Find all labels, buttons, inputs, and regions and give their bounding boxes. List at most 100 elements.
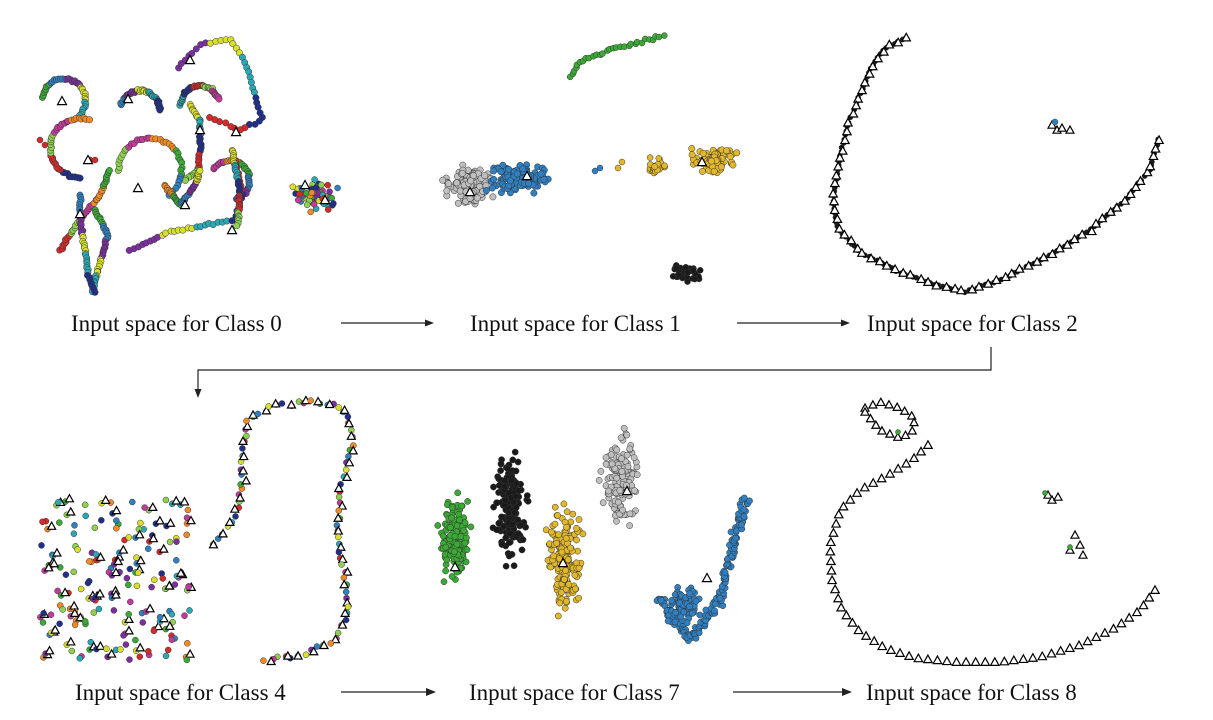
scatter-point: [311, 176, 318, 183]
prototype-triangle-marker: [123, 625, 134, 635]
prototype-triangle-marker: [1123, 612, 1135, 622]
scatter-point: [164, 646, 172, 654]
arrow-head: [426, 688, 436, 696]
scatter-point: [505, 165, 513, 173]
scatter-point: [618, 455, 625, 462]
scatter-point: [77, 585, 85, 593]
scatter-point: [555, 531, 562, 539]
prototype-triangle-marker: [828, 527, 839, 537]
scatter-point: [623, 451, 631, 459]
scatter-point: [460, 527, 468, 535]
scatter-point: [344, 413, 352, 421]
scatter-point: [655, 155, 663, 162]
scatter-point: [239, 445, 246, 452]
arrow-head: [425, 319, 434, 327]
caption-class-8: Input space for Class 8: [866, 680, 1077, 705]
scatter-point: [338, 561, 345, 568]
scatter-point: [729, 161, 737, 169]
scatter-point: [602, 454, 610, 461]
prototype-triangle-marker: [44, 645, 55, 655]
scatter-point: [553, 539, 560, 547]
scatter-point: [493, 526, 500, 534]
prototype-triangle-marker: [171, 495, 182, 505]
scatter-point: [572, 585, 579, 593]
prototype-triangle-marker: [922, 439, 934, 449]
scatter-point: [137, 519, 144, 527]
scatter-point: [668, 597, 675, 604]
scatter-point: [229, 40, 237, 48]
prototype-triangle-marker: [56, 95, 68, 106]
scatter-point: [558, 548, 566, 556]
scatter-point: [184, 640, 191, 647]
prototype-triangle-marker: [877, 640, 888, 651]
scatter-point: [243, 417, 250, 425]
scatter-point: [473, 194, 481, 202]
prototype-triangle-marker: [922, 653, 934, 664]
prototype-triangle-marker: [165, 517, 176, 527]
scatter-point: [597, 468, 605, 475]
scatter-point: [162, 496, 170, 504]
prototype-triangle-marker: [158, 543, 169, 553]
scatter-point: [490, 175, 498, 183]
prototype-triangle-marker: [185, 648, 196, 658]
scatter-point: [626, 510, 634, 518]
scatter-point: [70, 530, 78, 537]
scatter-point: [439, 532, 447, 540]
scatter-point: [614, 498, 622, 506]
scatter-point: [613, 474, 621, 482]
prototype-triangle-marker: [825, 555, 837, 566]
scatter-point: [633, 471, 641, 479]
scatter-point: [684, 269, 692, 276]
scatter-point: [186, 607, 193, 614]
prototype-triangle-marker: [859, 482, 870, 492]
scatter-point: [506, 529, 514, 537]
scatter-point: [342, 588, 350, 596]
prototype-triangle-marker: [74, 208, 86, 219]
prototype-triangle-marker: [1099, 627, 1111, 637]
scatter-point: [575, 564, 583, 572]
scatter-point: [623, 431, 631, 439]
scatter-point: [445, 180, 452, 188]
scatter-point: [85, 577, 93, 585]
scatter-point: [530, 189, 538, 197]
scatter-point: [74, 546, 81, 553]
prototype-triangle-marker: [826, 574, 838, 585]
scatter-point: [334, 184, 341, 192]
scatter-point: [489, 193, 497, 201]
prototype-triangle-marker: [1027, 652, 1039, 662]
scatter-point: [571, 571, 579, 579]
prototype-triangle-marker: [95, 640, 106, 650]
prototype-triangle-marker: [1064, 642, 1076, 653]
scatter-point: [443, 556, 451, 564]
scatter-point: [523, 492, 531, 499]
prototype-triangle-marker: [1073, 639, 1085, 650]
scatter-point: [233, 222, 241, 230]
scatter-point: [150, 627, 158, 635]
scatter-point: [71, 621, 79, 629]
prototype-triangle-marker: [122, 93, 134, 104]
scatter-point: [310, 200, 318, 208]
scatter-point: [661, 32, 668, 39]
scatter-point: [661, 162, 668, 170]
scatter-point: [707, 157, 715, 165]
scatter-point: [110, 607, 118, 614]
scatter-point: [525, 179, 532, 187]
scatter-point: [512, 467, 520, 475]
prototype-triangle-marker: [884, 468, 896, 478]
scatter-point: [467, 523, 475, 531]
scatter-point: [690, 267, 697, 274]
prototype-triangle-marker: [867, 399, 878, 409]
scatter-point: [560, 576, 568, 583]
scatter-point: [91, 524, 99, 532]
scatter-point: [595, 477, 603, 484]
prototype-triangle-marker: [1144, 592, 1155, 602]
prototype-triangle-marker: [999, 656, 1010, 666]
prototype-triangle-marker: [1149, 584, 1161, 594]
scatter-point: [723, 147, 731, 155]
scatter-point: [567, 544, 574, 552]
scatter-point: [490, 167, 498, 175]
scatter-point: [103, 645, 110, 653]
scatter-point: [514, 530, 522, 537]
scatter-point: [511, 448, 519, 456]
scatter-point: [448, 504, 456, 511]
